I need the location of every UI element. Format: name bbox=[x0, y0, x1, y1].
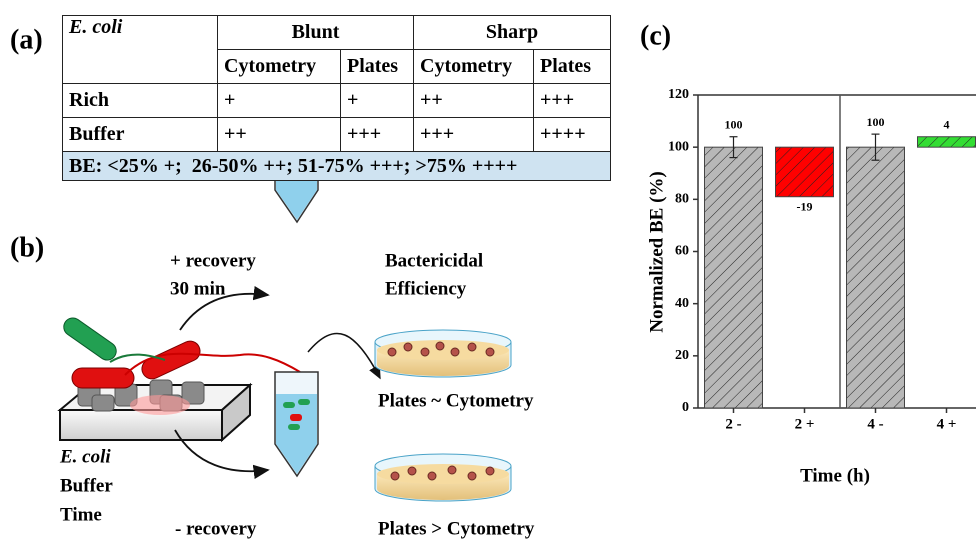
bar bbox=[704, 146, 763, 409]
y-tick-label: 100 bbox=[668, 139, 689, 154]
table-cell: ++++ bbox=[533, 117, 611, 152]
error-bar bbox=[871, 133, 880, 161]
step-label: + recovery bbox=[170, 250, 256, 271]
y-tick-label: 120 bbox=[668, 87, 689, 102]
y-axis-title: Normalized BE (%) bbox=[646, 171, 667, 332]
table-subheader: Cytometry bbox=[217, 49, 341, 84]
table-cell: Buffer bbox=[62, 117, 218, 152]
y-tick-label: 40 bbox=[675, 296, 689, 311]
table-header: Blunt bbox=[217, 15, 414, 50]
x-axis-title: Time (h) bbox=[800, 465, 870, 486]
bar bbox=[775, 146, 834, 198]
table-cell: ++ bbox=[413, 83, 534, 118]
panel-label: (c) bbox=[640, 20, 671, 51]
table-cell: +++ bbox=[340, 117, 414, 152]
table-header: E. coli bbox=[62, 15, 218, 84]
data-label: -19 bbox=[797, 199, 813, 213]
condition-label: E. coli bbox=[59, 446, 111, 467]
x-tick-label: 2 - bbox=[725, 416, 741, 432]
y-tick-label: 0 bbox=[682, 400, 689, 415]
panel-label: (b) bbox=[10, 232, 44, 263]
table-cell: ++ bbox=[217, 117, 341, 152]
table: E. coli Blunt Sharp Cytometry Plates Cyt… bbox=[62, 15, 611, 181]
outcome-label: Plates > Cytometry bbox=[378, 518, 535, 539]
x-tick-label: 4 - bbox=[867, 416, 883, 432]
y-tick-label: 60 bbox=[675, 244, 689, 259]
error-bar bbox=[729, 136, 738, 159]
table-cell: + bbox=[217, 83, 341, 118]
result-label: Efficiency bbox=[385, 278, 467, 299]
bar bbox=[846, 146, 905, 409]
table-header: Sharp bbox=[413, 15, 611, 50]
step-label: - recovery bbox=[175, 518, 257, 539]
table-footer: BE: <25% +; 26-50% ++; 51-75% +++; >75% … bbox=[62, 151, 611, 181]
step-label: 30 min bbox=[170, 278, 226, 299]
x-tick-label: 4 + bbox=[937, 416, 957, 432]
table-cell: +++ bbox=[413, 117, 534, 152]
table-cell: + bbox=[340, 83, 414, 118]
y-tick-label: 80 bbox=[675, 192, 689, 207]
data-label: 100 bbox=[867, 115, 885, 129]
y-tick-label: 20 bbox=[675, 348, 689, 363]
diagram bbox=[57, 75, 512, 502]
data-label: 100 bbox=[725, 117, 743, 131]
table-subheader: Plates bbox=[533, 49, 611, 84]
table-cell: +++ bbox=[533, 83, 611, 118]
bar bbox=[917, 136, 976, 148]
table-subheader: Plates bbox=[340, 49, 414, 84]
table-cell: Rich bbox=[62, 83, 218, 118]
x-tick-label: 2 + bbox=[795, 416, 815, 432]
bar-chart: Normalized BE (%) Time (h) 0 20 40 60 80 100 1… bbox=[646, 87, 976, 486]
data-label: 4 bbox=[944, 117, 950, 131]
outcome-label: Plates ~ Cytometry bbox=[378, 390, 534, 411]
table-subheader: Cytometry bbox=[413, 49, 534, 84]
result-label: Bactericidal bbox=[385, 250, 483, 271]
condition-label: Time bbox=[60, 504, 102, 525]
panel-label: (a) bbox=[10, 24, 43, 55]
condition-label: Buffer bbox=[60, 475, 113, 496]
